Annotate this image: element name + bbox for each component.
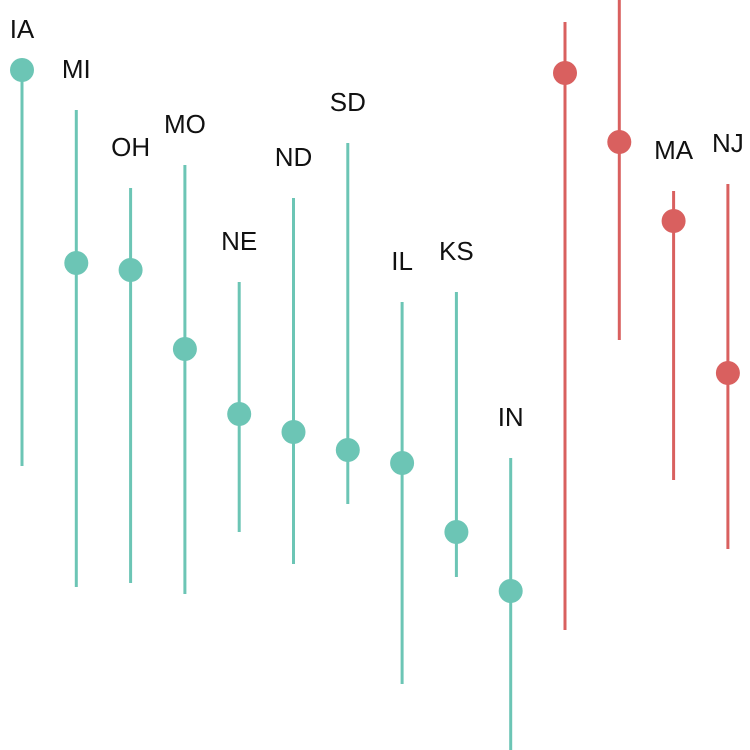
dot [390, 451, 415, 475]
state-label: KS [439, 236, 474, 266]
dot [607, 130, 632, 154]
dot [118, 258, 143, 282]
dot [661, 209, 686, 233]
dot [281, 420, 306, 444]
state-label: MO [164, 109, 206, 139]
dot [498, 579, 523, 603]
state-label: OH [111, 132, 150, 162]
dot [64, 251, 89, 275]
dot [335, 438, 360, 462]
state-label: IA [10, 14, 35, 44]
state-label: MA [654, 135, 694, 165]
dot [10, 58, 34, 82]
dot [444, 520, 469, 544]
state-label: NE [221, 226, 257, 256]
dot [172, 337, 197, 361]
dot [227, 402, 252, 426]
state-label: NJ [712, 128, 744, 158]
dot [553, 61, 577, 85]
state-label: IL [391, 246, 413, 276]
dot [715, 361, 740, 385]
state-label: IN [498, 402, 524, 432]
state-label: MI [62, 54, 91, 84]
state-label: SD [330, 87, 366, 117]
state-label: ND [275, 142, 313, 172]
